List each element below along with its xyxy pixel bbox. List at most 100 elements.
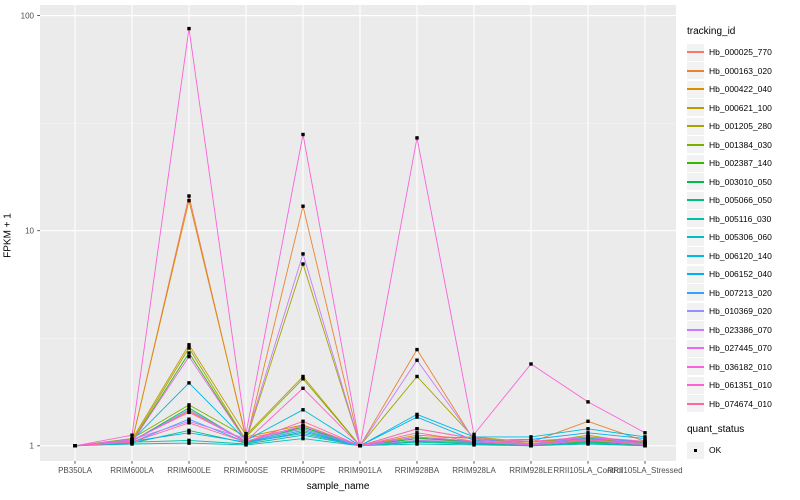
data-point bbox=[187, 351, 191, 355]
data-point bbox=[301, 262, 305, 266]
legend-item-label: Hb_000025_770 bbox=[709, 47, 772, 58]
legend-key-swatch bbox=[687, 284, 704, 302]
x-axis-title: sample_name bbox=[306, 481, 370, 492]
data-point bbox=[529, 362, 533, 366]
data-point bbox=[586, 442, 590, 446]
panel-background bbox=[40, 5, 676, 461]
legend-item: Hb_006120_140 bbox=[687, 247, 799, 266]
data-point bbox=[187, 403, 191, 407]
y-tick-labels: 1 10 100 bbox=[21, 11, 35, 450]
legend-item-label: Hb_074674_010 bbox=[709, 398, 772, 409]
legend-key-swatch bbox=[687, 339, 704, 357]
x-tick-label: RRIM928LA bbox=[452, 466, 496, 475]
legend-item: Hb_023386_070 bbox=[687, 321, 799, 340]
data-point bbox=[187, 26, 191, 31]
legend-key-swatch bbox=[687, 210, 704, 228]
x-tick-label: RRIM600LA bbox=[110, 466, 154, 475]
data-point bbox=[529, 439, 533, 443]
data-point bbox=[187, 441, 191, 445]
data-point bbox=[301, 436, 305, 441]
data-point bbox=[643, 442, 647, 446]
x-tick-labels: PB350LA RRIM600LA RRIM600LE RRIM600SE RRIM60… bbox=[58, 466, 682, 475]
data-point bbox=[187, 428, 191, 433]
legend-key-swatch bbox=[687, 173, 704, 191]
legend-line-swatch-icon bbox=[687, 236, 704, 239]
legend-item: Hb_007213_020 bbox=[687, 284, 799, 303]
legend-key-swatch bbox=[687, 99, 704, 117]
legend-line-swatch-icon bbox=[687, 180, 704, 183]
x-tick-label: RRIM600PE bbox=[281, 466, 325, 475]
data-point bbox=[187, 410, 191, 415]
data-point bbox=[643, 436, 647, 441]
data-point bbox=[244, 440, 248, 444]
legend-item: Hb_005116_030 bbox=[687, 210, 799, 229]
data-point bbox=[301, 427, 305, 431]
legend-item-label: Hb_005116_030 bbox=[709, 213, 772, 224]
data-point bbox=[529, 437, 533, 442]
legend-item-quant: OK bbox=[687, 441, 799, 460]
legend-line-swatch-icon bbox=[687, 291, 704, 294]
data-point bbox=[187, 431, 191, 435]
legend-item-label: Hb_010369_020 bbox=[709, 306, 772, 317]
data-point bbox=[301, 132, 305, 137]
legend-line-swatch-icon bbox=[687, 51, 704, 54]
data-point bbox=[415, 438, 419, 443]
data-point bbox=[187, 438, 191, 443]
legend-line-swatch-icon bbox=[687, 347, 704, 350]
y-tick-label: 10 bbox=[25, 227, 34, 236]
legend-item-label: Hb_036182_010 bbox=[709, 361, 772, 372]
data-point bbox=[301, 431, 305, 436]
data-point bbox=[187, 406, 191, 410]
legend-tracking-items: Hb_000025_770 Hb_000163_020 Hb_000422_040 H… bbox=[687, 43, 799, 413]
data-point bbox=[187, 408, 191, 412]
data-point bbox=[187, 381, 191, 385]
data-point bbox=[643, 439, 647, 443]
legend-key-swatch bbox=[687, 321, 704, 339]
data-point bbox=[130, 438, 134, 443]
legend-key-swatch bbox=[687, 154, 704, 172]
data-point bbox=[415, 347, 419, 352]
x-tick-label: RRIM928LE bbox=[509, 466, 553, 475]
legend-key-swatch bbox=[687, 62, 704, 80]
legend-item-label: Hb_007213_020 bbox=[709, 287, 772, 298]
y-tick-label: 1 bbox=[30, 442, 35, 451]
legend-item: Hb_000025_770 bbox=[687, 43, 799, 62]
data-point bbox=[244, 431, 248, 436]
data-point bbox=[415, 374, 419, 379]
data-point bbox=[130, 440, 134, 444]
data-point bbox=[472, 436, 476, 441]
legend-line-swatch-icon bbox=[687, 328, 704, 331]
data-point bbox=[73, 444, 77, 448]
data-point bbox=[187, 343, 191, 347]
data-point bbox=[415, 358, 419, 362]
data-point bbox=[586, 435, 590, 439]
legend-line-swatch-icon bbox=[687, 199, 704, 202]
legend-line-swatch-icon bbox=[687, 69, 704, 72]
legend-item: Hb_005306_060 bbox=[687, 228, 799, 247]
legend-item-label: Hb_000422_040 bbox=[709, 84, 772, 95]
data-point bbox=[301, 386, 305, 390]
data-point bbox=[415, 415, 419, 419]
legend-key-swatch bbox=[687, 228, 704, 246]
legend-item-label: Hb_006120_140 bbox=[709, 250, 772, 261]
legend-line-swatch-icon bbox=[687, 402, 704, 405]
legend: tracking_id Hb_000025_770 Hb_000163_020 Hb… bbox=[687, 26, 799, 460]
data-point bbox=[187, 194, 191, 198]
x-tick-label: RRII105LA_Stressed bbox=[607, 466, 682, 475]
legend-key-swatch bbox=[687, 302, 704, 320]
data-point bbox=[415, 427, 419, 431]
data-point bbox=[187, 198, 191, 203]
y-tick-label: 100 bbox=[21, 11, 35, 20]
data-point bbox=[301, 252, 305, 256]
data-point bbox=[301, 424, 305, 428]
data-point bbox=[358, 444, 362, 448]
data-point bbox=[586, 400, 590, 404]
data-point bbox=[415, 442, 419, 446]
y-axis-title: FPKM + 1 bbox=[2, 213, 14, 258]
legend-item-label: Hb_023386_070 bbox=[709, 324, 772, 335]
legend-item: Hb_002387_140 bbox=[687, 154, 799, 173]
legend-item: Hb_000422_040 bbox=[687, 80, 799, 99]
legend-key-swatch bbox=[687, 80, 704, 98]
